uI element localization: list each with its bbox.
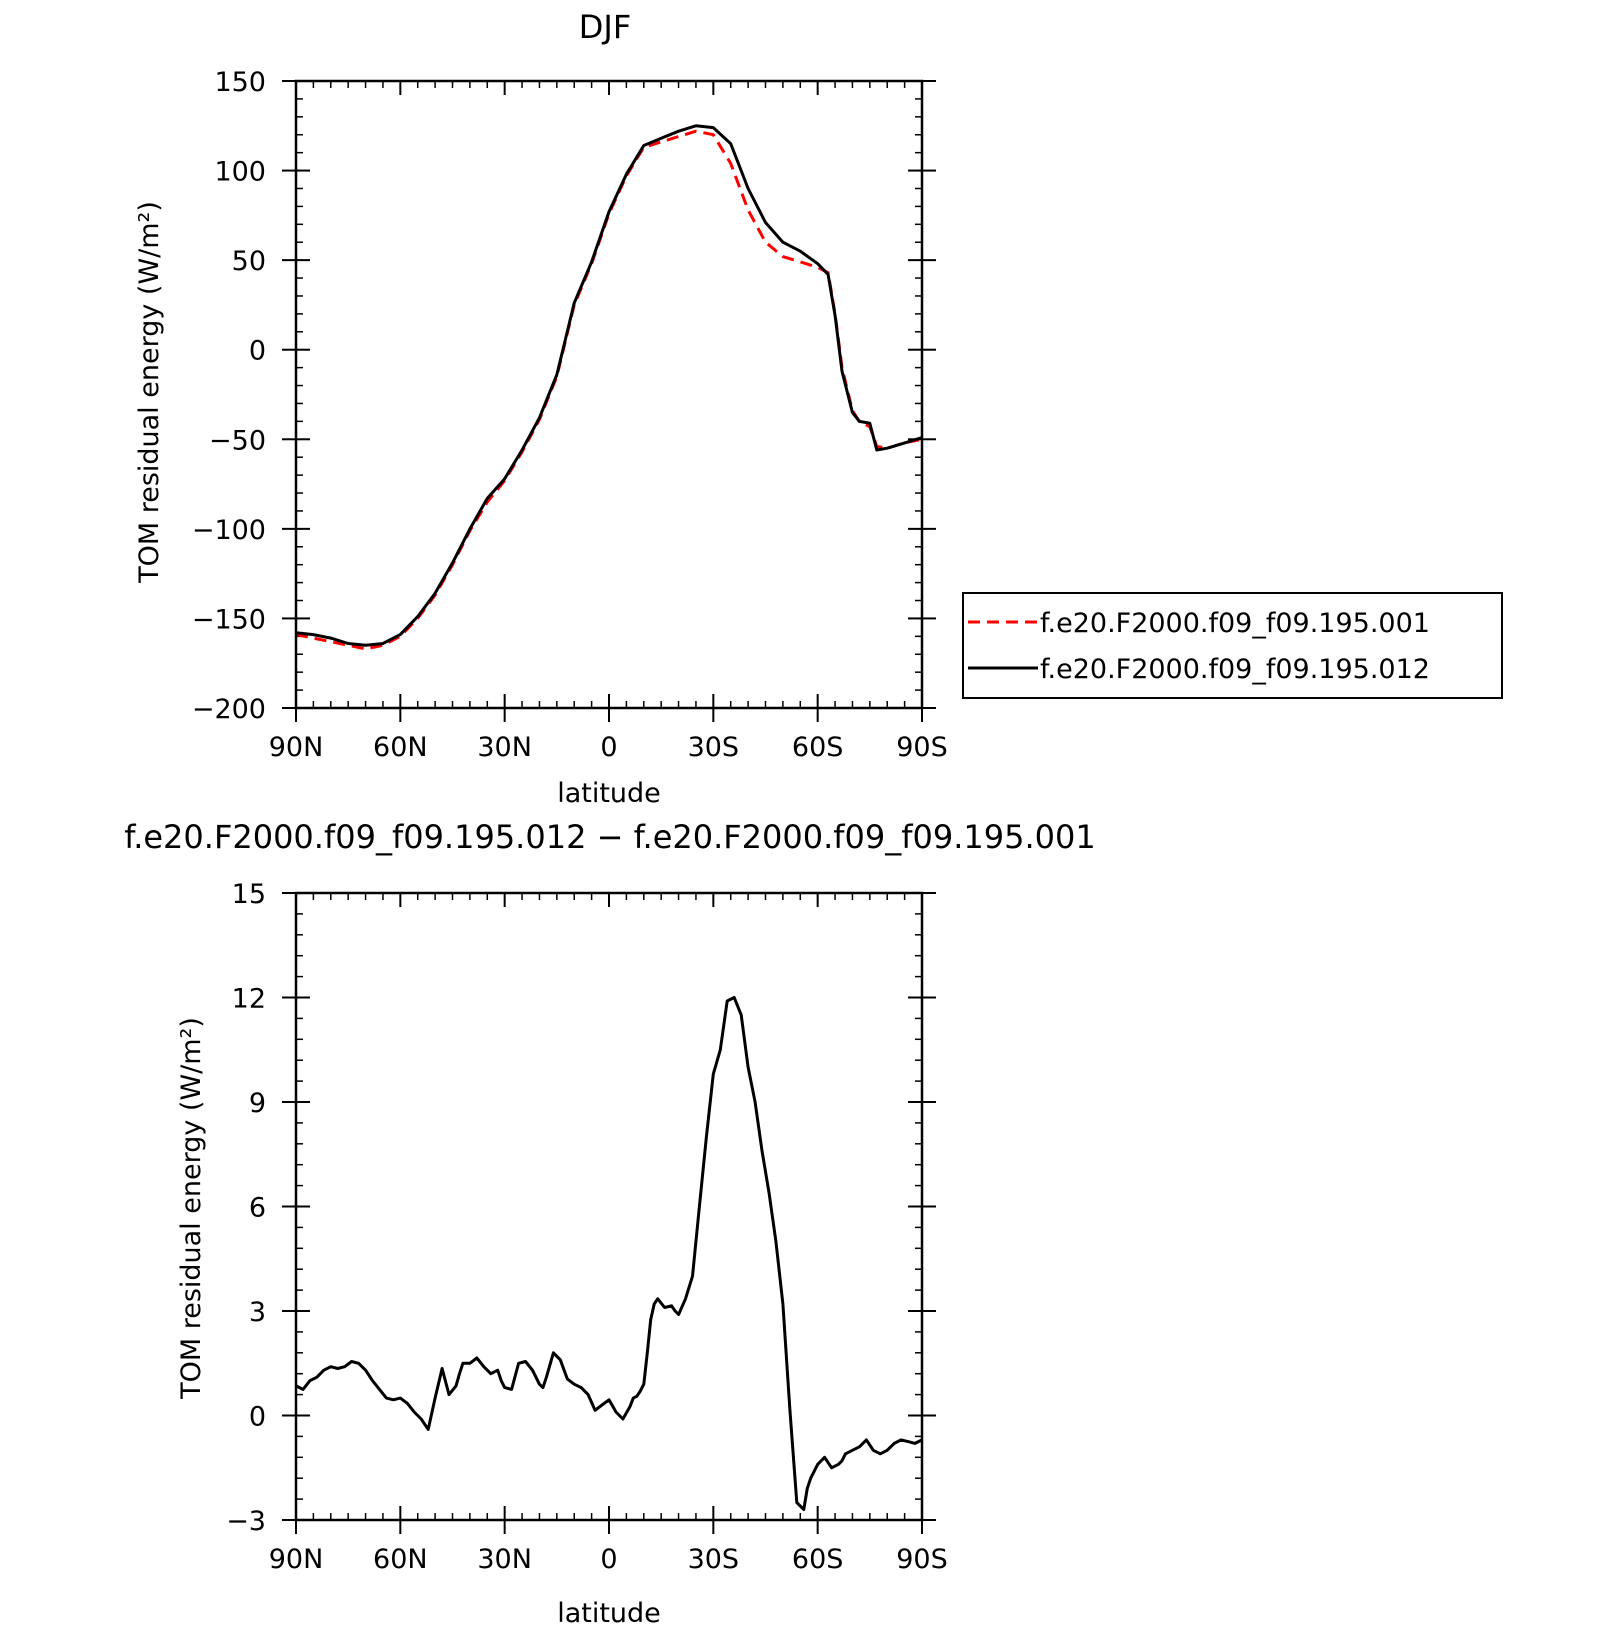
legend-label-series-012: f.e20.F2000.f09_f09.195.012 [1040, 654, 1430, 685]
bottom-panel: f.e20.F2000.f09_f09.195.012 − f.e20.F200… [124, 818, 1096, 1629]
top-panel-x-axis-label: latitude [557, 778, 661, 809]
legend-box [962, 592, 1503, 699]
legend-label-series-001: f.e20.F2000.f09_f09.195.001 [1040, 608, 1430, 639]
x-tick-label: 30N [477, 732, 532, 763]
top-panel-plot-frame [294, 79, 924, 710]
bottom-panel-y-axis-label: TOM residual energy (W/m²) [176, 1017, 207, 1400]
series-line-1 [295, 124, 923, 647]
x-tick-label: 60N [373, 1544, 428, 1575]
bottom-panel-x-axis-label: latitude [557, 1598, 661, 1629]
x-tick-label: 60S [792, 732, 844, 763]
top-panel-title: DJF [579, 8, 631, 46]
x-tick-label: 90S [896, 1544, 948, 1575]
y-tick-label: 150 [214, 67, 266, 98]
x-tick-label: 90S [896, 732, 948, 763]
y-tick-label: 9 [249, 1088, 266, 1119]
y-tick-label: 3 [249, 1297, 266, 1328]
y-tick-label: 6 [249, 1193, 266, 1224]
legend: f.e20.F2000.f09_f09.195.001 f.e20.F2000.… [962, 592, 1503, 699]
y-tick-label: 0 [249, 1402, 266, 1433]
y-tick-label: −200 [192, 694, 266, 725]
x-tick-label: 30S [688, 1544, 740, 1575]
bottom-panel-plot-frame [294, 891, 924, 1522]
y-tick-label: −100 [192, 515, 266, 546]
x-tick-label: 60N [373, 732, 428, 763]
y-tick-label: 0 [249, 336, 266, 367]
series-line-0 [295, 996, 923, 1511]
x-tick-label: 30N [477, 1544, 532, 1575]
y-tick-label: 50 [232, 246, 266, 277]
x-tick-label: 90N [269, 732, 324, 763]
x-tick-label: 0 [600, 732, 617, 763]
top-panel: DJF TOM residual energy (W/m²) latitude … [134, 8, 948, 809]
y-tick-label: −150 [192, 604, 266, 635]
bottom-panel-title: f.e20.F2000.f09_f09.195.012 − f.e20.F200… [124, 818, 1096, 856]
x-tick-label: 60S [792, 1544, 844, 1575]
x-tick-label: 90N [269, 1544, 324, 1575]
y-tick-label: 100 [214, 157, 266, 188]
y-tick-label: −3 [226, 1506, 266, 1537]
y-tick-label: 12 [232, 984, 266, 1015]
x-tick-label: 0 [600, 1544, 617, 1575]
y-tick-label: 15 [232, 879, 266, 910]
y-tick-label: −50 [209, 425, 266, 456]
top-panel-y-axis-label: TOM residual energy (W/m²) [134, 201, 165, 584]
x-tick-label: 30S [688, 732, 740, 763]
